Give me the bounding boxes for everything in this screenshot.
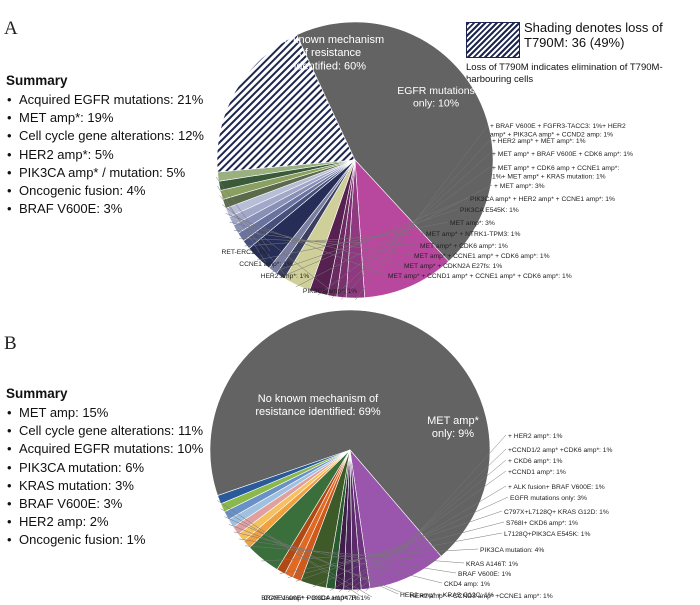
pie-a-label: HER2 amp*: 1% <box>261 273 310 280</box>
summary-a-item: BRAF V600E: 3% <box>6 200 236 218</box>
pie-b-label: + CKD6 amp*: 1% <box>508 458 563 465</box>
pie-slice <box>209 309 491 557</box>
summary-b-item: BRAF V600E: 3% <box>6 495 236 513</box>
pie-a-label: RET-ERC1: 1% <box>222 249 269 256</box>
pie-b-label: KRAS A146T: 1% <box>466 561 518 568</box>
pie-b-label: C797X+L7128Q+ KRAS G12D: 1% <box>504 509 609 516</box>
summary-b-item: KRAS mutation: 3% <box>6 477 236 495</box>
pie-inside-label: No known mechanism of resistance identifie… <box>276 34 384 72</box>
leader-line <box>271 208 459 273</box>
pie-chart-b: No known mechanism of resistance identifi… <box>209 309 612 602</box>
leader-line <box>261 548 479 562</box>
leader-line <box>347 459 507 593</box>
hatch-legend-subtitle: Loss of T790M indicates elimination of T… <box>466 62 663 85</box>
pie-inside-label: MET amp* only: 9% <box>427 415 479 440</box>
leader-line <box>233 531 443 584</box>
summary-a-item: HER2 amp*: 5% <box>6 146 236 164</box>
leader-line <box>222 204 331 291</box>
pie-a-label: PIK3CA E545K: 1% <box>460 207 519 214</box>
leader-line <box>365 434 507 592</box>
pie-inside-label: No known mechanism of resistance identifi… <box>255 393 381 418</box>
pie-b-label: +CCND1 amp*: 1% <box>508 469 566 476</box>
summary-a: Summary Acquired EGFR mutations: 21% MET… <box>6 73 236 219</box>
leader-line <box>229 221 403 266</box>
leader-line <box>224 516 399 595</box>
leader-line <box>233 230 413 256</box>
summary-b-item: HER2 amp: 2% <box>6 513 236 531</box>
pie-b-label: + ALK fusion+ BRAF V600E: 1% <box>508 484 605 491</box>
summary-a-item: PIK3CA amp* / mutation: 5% <box>6 164 236 182</box>
summary-b-item: Cell cycle gene alterations: 11% <box>6 422 236 440</box>
summary-b: Summary MET amp: 15% Cell cycle gene alt… <box>6 386 236 550</box>
pie-slice <box>217 449 351 505</box>
pie-inside-label: EGFR mutations only: 10% <box>397 85 475 110</box>
panel-b-letter: B <box>4 333 17 354</box>
leader-line <box>220 508 373 598</box>
summary-b-item: MET amp: 15% <box>6 404 236 422</box>
leader-line <box>229 524 409 596</box>
leader-line <box>295 510 503 582</box>
pie-slice <box>354 159 450 298</box>
leader-line <box>355 124 489 301</box>
pie-chart-a: No known mechanism of resistance identifie… <box>215 21 633 301</box>
pie-b-label: HER2 amp* + CCND3 amp* +CCNE1 amp*: 1% <box>410 593 553 600</box>
hatch-overlay <box>216 34 356 173</box>
pie-a-label: MET amp* + CDKN2A E27fs: 1% <box>404 263 502 270</box>
pie-a-label: CCNE1 amp*: 1% <box>239 261 293 268</box>
summary-a-item: Oncogenic fusion: 4% <box>6 182 236 200</box>
leader-line <box>341 139 491 300</box>
summary-a-item: Cell cycle gene alterations: 12% <box>6 127 236 145</box>
pie-a-label: PIK3CA amp* + HER2 amp* + CCNE1 amp*: 1% <box>470 196 615 203</box>
pie-b-label: +CCND1/2 amp* +CDK6 amp*: 1% <box>508 447 612 454</box>
pie-a-label: + MET amp* + CDK6 amp + CCNE1 amp*: 1%+ M… <box>492 165 619 180</box>
leader-line <box>217 186 267 264</box>
pie-a-label: + MET amp*: 3% <box>494 183 545 190</box>
pie-b-label: + HER2 amp*: 1% <box>508 433 563 440</box>
pie-a-label: MET amp* + NTRK1-TPM3: 1% <box>426 231 521 238</box>
hatch-swatch <box>466 22 520 58</box>
pie-a-label: MET amp*: 3% <box>450 220 495 227</box>
pie-a-label: MET amp* + CCND1 amp* + CCNE1 amp* + CDK… <box>388 273 572 280</box>
pie-b-label: S768I+ CKD6 amp*: 1% <box>506 520 578 527</box>
pie-a-label: MET amp* + CDK6 amp*: 1% <box>420 243 508 250</box>
leader-line <box>295 184 493 288</box>
pie-b-label: BRAF V600E+ PIK3CA H1047R: 1% <box>261 595 370 602</box>
pie-a-label: MET amp* + CCNE1 amp* + CDK6 amp*: 1% <box>414 253 550 260</box>
pie-b-label: CCNE1 amp* + CKD4 amp*: 1% <box>264 595 361 602</box>
pie-a-label: + BRAF V600E + FGFR3-TACC3: 1%+ HER2 amp*… <box>490 123 626 138</box>
leader-line <box>257 221 449 261</box>
leader-line <box>215 176 271 252</box>
summary-a-item: Acquired EGFR mutations: 21% <box>6 91 236 109</box>
pie-b-label: L7128Q+PIK3CA E545K: 1% <box>504 531 590 538</box>
summary-b-item: Acquired EGFR mutations: 10% <box>6 440 236 458</box>
leader-line <box>338 470 507 592</box>
leader-line <box>238 238 419 246</box>
hatch-legend-title: Shading denotes loss of T790M: 36 (49%) <box>524 20 663 50</box>
summary-a-title: Summary <box>6 73 68 88</box>
pie-b-label: PIK3CA mutation: 4% <box>480 547 544 554</box>
summary-b-title: Summary <box>6 386 68 401</box>
pie-a-label: + MET amp* + BRAF V600E + CDK6 amp*: 1% <box>492 151 633 158</box>
leader-line <box>219 195 286 276</box>
leader-line <box>217 500 363 598</box>
pie-a-label: + HER2 amp* + MET amp*: 1% <box>492 138 586 145</box>
pie-b-label: CKD4 amp: 1% <box>444 581 490 588</box>
summary-b-item: PIK3CA mutation: 6% <box>6 459 236 477</box>
leader-line <box>244 232 425 247</box>
pie-b-label: HER2 amp* + KRAS G12C: 1% <box>400 592 494 599</box>
leader-line <box>245 545 465 564</box>
leader-line <box>287 521 505 578</box>
pie-b-label: EGFR mutations only: 3% <box>510 495 587 502</box>
pie-a-label: PIK3CA amp*: 1% <box>303 288 357 295</box>
leader-line <box>225 213 387 276</box>
summary-b-item: Oncogenic fusion: 1% <box>6 531 236 549</box>
panel-a-letter: A <box>4 18 18 39</box>
leader-line <box>239 538 457 574</box>
pie-slice <box>349 449 442 589</box>
summary-a-item: MET amp*: 19% <box>6 109 236 127</box>
pie-b-label: BRAF V600E: 1% <box>458 571 511 578</box>
